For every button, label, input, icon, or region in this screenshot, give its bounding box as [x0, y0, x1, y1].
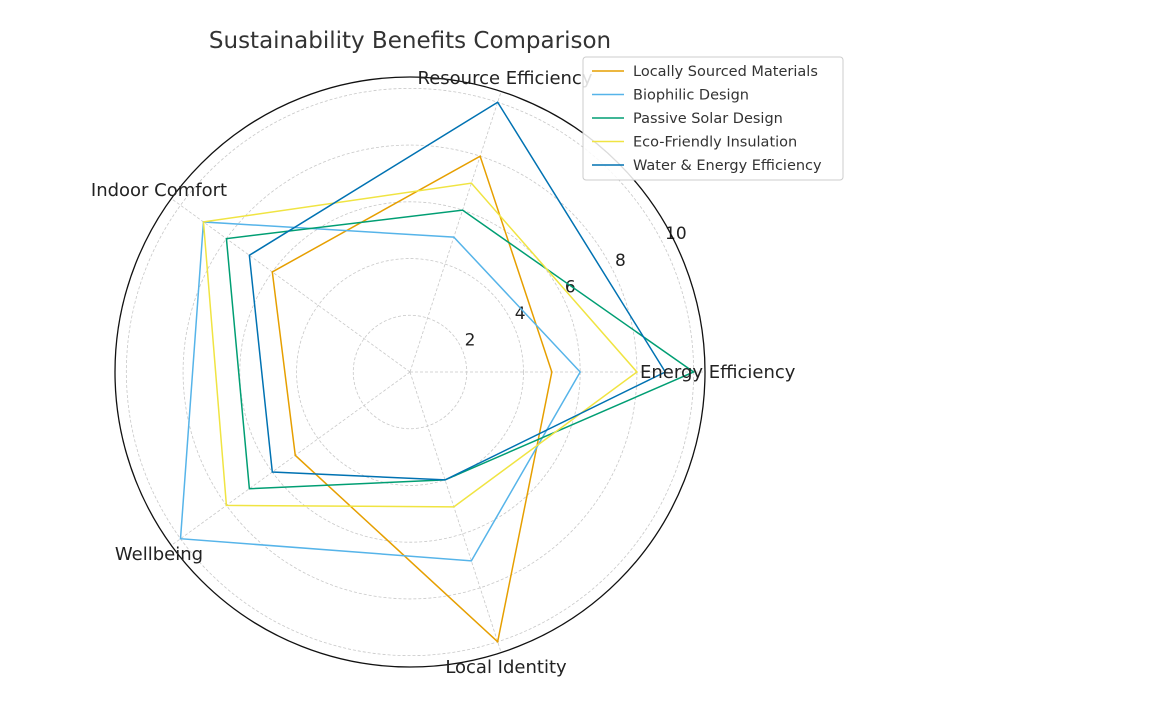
category-label: Wellbeing: [115, 544, 203, 565]
grid-spoke: [409, 91, 502, 373]
category-label: Energy Efficiency: [640, 362, 796, 383]
series-line-4: [248, 101, 667, 481]
legend-label: Locally Sourced Materials: [633, 64, 818, 80]
series-line-2: [225, 209, 696, 490]
radial-tick-label: 4: [515, 304, 526, 324]
radial-tick-label: 2: [465, 331, 476, 351]
legend-label: Biophilic Design: [633, 88, 749, 104]
grid-spoke: [409, 371, 502, 653]
category-label: Indoor Comfort: [91, 180, 227, 201]
grid-circle: [296, 258, 524, 486]
legend-label: Water & Energy Efficiency: [633, 158, 822, 174]
series-line-3: [202, 182, 639, 508]
legend-label: Eco-Friendly Insulation: [633, 135, 797, 151]
radial-tick-label: 10: [665, 224, 687, 244]
grid-spoke: [171, 198, 411, 373]
legend-frame: [582, 56, 844, 181]
chart-title: Sustainability Benefits Comparison: [209, 28, 611, 54]
category-label: Resource Efficiency: [418, 68, 593, 89]
series-line-0: [271, 155, 553, 644]
legend-label: Passive Solar Design: [633, 111, 783, 127]
series-group: [179, 101, 696, 644]
grid-spoke: [171, 371, 411, 546]
legend: Locally Sourced Materials Biophilic Desig…: [582, 56, 844, 181]
category-label: Local Identity: [445, 657, 567, 678]
radial-tick-label: 8: [615, 251, 626, 271]
series-line-1: [179, 221, 582, 562]
outer-spine: [114, 76, 706, 668]
radial-tick-label: 6: [565, 277, 576, 297]
axis-labels: Energy Efficiency Resource Efficiency Indo…: [91, 68, 796, 678]
